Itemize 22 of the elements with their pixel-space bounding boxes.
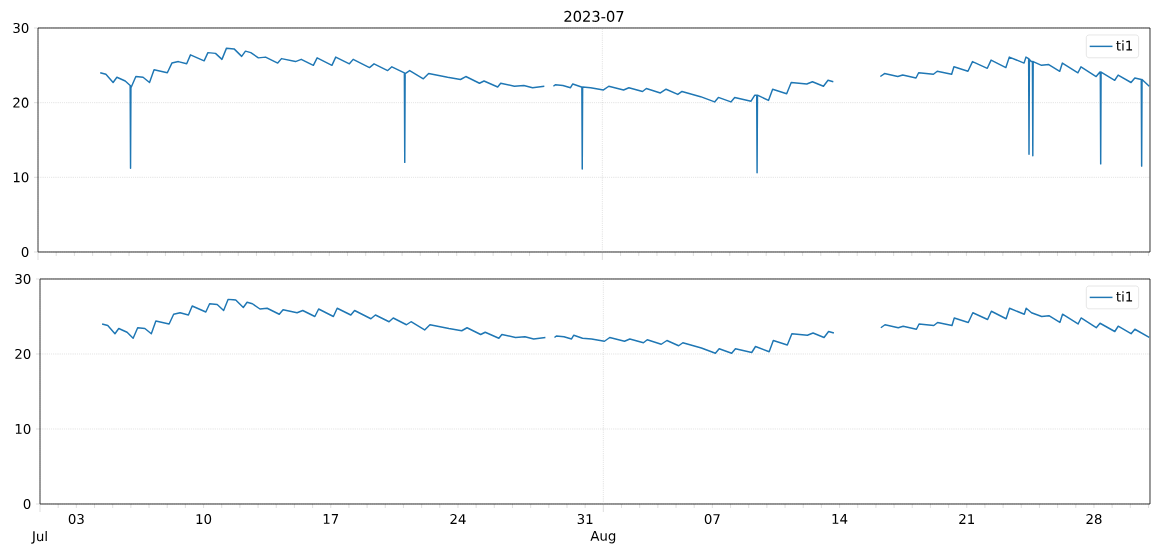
x-tick-label: 21 — [959, 514, 975, 524]
x-tick-label: 28 — [1086, 514, 1102, 525]
x-tick-label: 24 — [450, 514, 466, 524]
y-tick-label: 0 — [23, 498, 31, 510]
legend-label: ti1 — [1116, 291, 1133, 302]
x-tick-label: 07 — [704, 514, 720, 525]
y-tick-label: 0 — [21, 246, 29, 258]
y-tick-label: 10 — [15, 423, 31, 435]
legend-label: ti1 — [1116, 40, 1133, 51]
y-tick-label: 20 — [15, 348, 31, 360]
chart-title: 2023-07 — [564, 10, 624, 22]
text: Aug — [590, 530, 616, 544]
text: Jul — [31, 530, 47, 544]
x-tick-label: 17 — [323, 514, 339, 524]
y-tick-label: 20 — [13, 97, 29, 108]
y-tick-label: 30 — [15, 273, 31, 285]
x-tick-label: 31 — [577, 514, 593, 525]
x-tick-label: 14 — [832, 514, 848, 524]
x-tick-label: 03 — [68, 514, 84, 525]
y-tick-label: 10 — [13, 172, 29, 183]
x-tick-label: 10 — [196, 514, 212, 525]
y-tick-label: 30 — [13, 22, 29, 34]
